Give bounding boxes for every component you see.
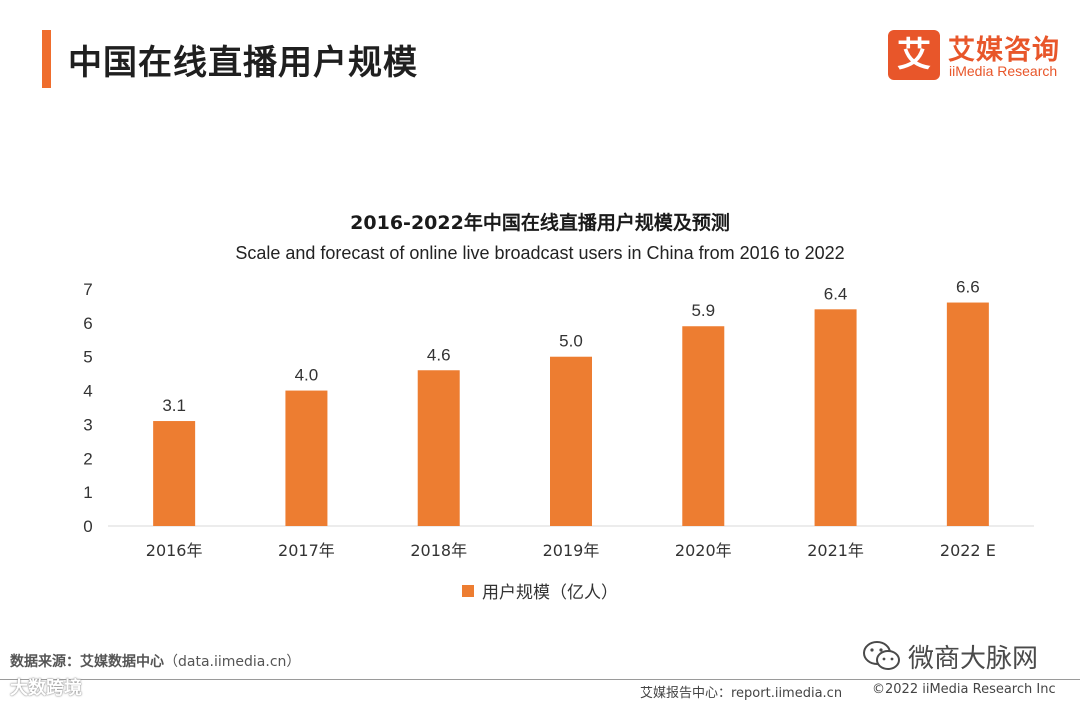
data-label: 3.1 [162,396,186,415]
y-tick-label: 1 [83,483,92,502]
x-tick-label: 2019年 [543,541,600,560]
data-label: 5.0 [559,332,583,351]
bar [814,309,857,526]
data-label: 4.0 [295,366,319,385]
data-label: 5.9 [691,301,715,320]
left-watermark: 大数跨境 [10,678,82,699]
chart-legend: 用户规模（亿人） [0,578,1080,603]
footer-report: 艾媒报告中心：report.iimedia.cn [640,686,843,701]
footer-copyright: ©2022 iiMedia Research Inc [872,682,1056,697]
data-label: 6.4 [824,284,848,303]
data-label: 4.6 [427,345,451,364]
bar [550,356,592,526]
wechat-icon [863,641,900,670]
chart-subtitle: Scale and forecast of online live broadc… [235,243,845,263]
legend-swatch [462,584,474,597]
bar [682,326,725,526]
x-tick-label: 2021年 [807,541,864,560]
bar [153,421,196,526]
weixin-watermark: 微商大脉网 [862,636,1038,676]
footer-divider [0,679,1080,680]
data-label: 6.6 [956,278,980,297]
y-tick-label: 3 [83,415,92,434]
title-accent-bar [42,30,51,88]
y-tick-label: 6 [83,314,92,333]
bar [417,370,460,526]
source-url: （data.iimedia.cn） [164,654,301,670]
y-tick-label: 4 [83,382,92,401]
logo-cn-text: 艾媒咨询 [948,35,1060,66]
x-tick-label: 2016年 [146,541,203,560]
x-tick-label: 2022 E [940,541,996,560]
source-label: 数据来源：艾媒数据中心 [10,654,164,670]
iimedia-logo: 艾 艾媒咨询 iiMedia Research [888,30,1068,86]
bar [285,390,328,526]
legend-label: 用户规模（亿人） [482,583,618,603]
y-tick-label: 5 [83,348,92,367]
x-tick-label: 2018年 [410,541,467,560]
x-tick-label: 2020年 [675,541,732,560]
bar [946,302,989,526]
y-tick-label: 0 [83,517,92,536]
weixin-watermark-text: 微商大脉网 [908,643,1039,674]
x-tick-label: 2017年 [278,541,335,560]
y-tick-label: 7 [83,280,92,299]
logo-mark-icon: 艾 [888,30,940,80]
chart-title: 2016-2022年中国在线直播用户规模及预测 [350,212,730,234]
page-title: 中国在线直播用户规模 [68,42,418,83]
data-source: 数据来源：艾媒数据中心（data.iimedia.cn） [10,651,300,671]
y-tick-label: 2 [83,449,92,468]
logo-en-text: iiMedia Research [949,63,1058,79]
